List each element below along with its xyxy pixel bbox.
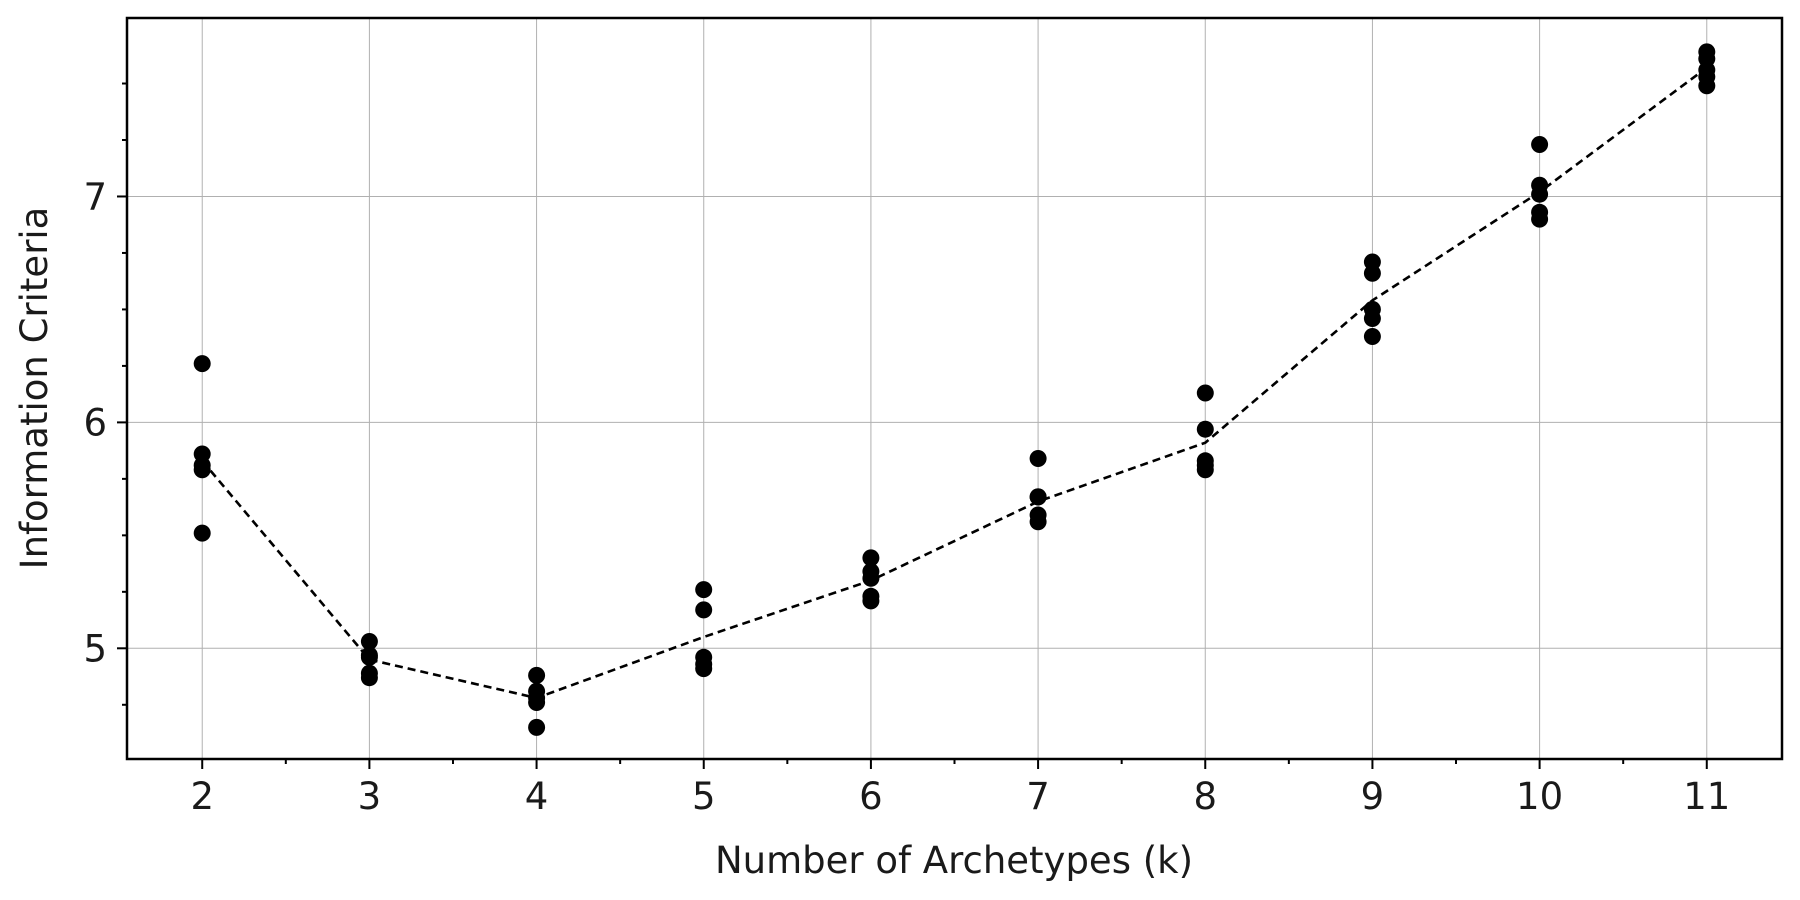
scatter-points xyxy=(193,43,1716,736)
data-point xyxy=(1029,513,1047,531)
data-point xyxy=(1531,136,1549,153)
data-point xyxy=(1531,210,1549,228)
data-point xyxy=(528,666,546,684)
data-point xyxy=(193,524,211,542)
data-point xyxy=(1531,185,1549,203)
data-point xyxy=(862,592,880,610)
data-point xyxy=(695,660,713,678)
data-point xyxy=(1698,77,1716,95)
data-point xyxy=(1363,264,1381,282)
x-tick-label: 11 xyxy=(1683,775,1730,818)
data-point xyxy=(695,601,713,619)
data-point xyxy=(862,569,880,587)
data-point xyxy=(360,648,378,666)
data-point xyxy=(695,581,713,599)
grid xyxy=(127,18,1782,759)
x-tick-label: 7 xyxy=(1026,775,1050,818)
y-tick-label: 7 xyxy=(83,175,107,218)
data-point xyxy=(1196,384,1214,402)
data-point xyxy=(862,549,880,567)
data-point xyxy=(1196,461,1214,479)
x-axis-label: Number of Archetypes (k) xyxy=(715,839,1193,882)
x-tick-label: 9 xyxy=(1361,775,1385,818)
data-point xyxy=(360,669,378,687)
x-tick-label: 4 xyxy=(525,775,549,818)
x-tick-label: 8 xyxy=(1193,775,1217,818)
data-point xyxy=(528,718,546,736)
data-point xyxy=(528,694,546,711)
axis-ticks xyxy=(117,82,1708,769)
x-tick-label: 5 xyxy=(692,775,716,818)
y-tick-label: 6 xyxy=(83,401,107,444)
data-point xyxy=(1029,450,1047,467)
data-point xyxy=(193,461,211,479)
data-point xyxy=(1363,328,1381,345)
y-tick-label: 5 xyxy=(83,627,107,670)
y-axis-label: Information Criteria xyxy=(13,207,56,570)
data-point xyxy=(1363,310,1381,327)
data-point xyxy=(1029,488,1047,506)
x-tick-label: 6 xyxy=(859,775,883,818)
mean-dashed-line xyxy=(201,66,1708,700)
plot-frame xyxy=(125,16,1784,761)
x-tick-label: 2 xyxy=(190,775,214,818)
x-tick-label: 10 xyxy=(1516,775,1563,818)
x-tick-label: 3 xyxy=(358,775,382,818)
data-point xyxy=(1196,420,1214,438)
mean-line-layer xyxy=(201,66,1708,700)
tick-labels: 2 3 4 5 6 7 8 9 10 11 5 6 7 xyxy=(83,175,1730,818)
data-point xyxy=(193,355,211,373)
data-point xyxy=(360,633,378,650)
